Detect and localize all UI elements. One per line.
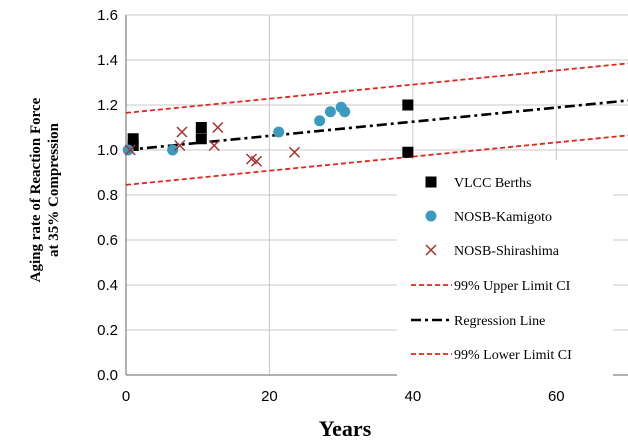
point-vlcc-berths	[127, 140, 139, 151]
x-tick-label: 40	[405, 388, 422, 405]
point-nosb-shirashima	[250, 155, 263, 167]
point-nosb-shirashima	[208, 139, 220, 152]
point-nosb-shirashima	[124, 144, 136, 156]
series-points	[122, 99, 414, 167]
x-marker-stroke	[250, 155, 263, 167]
tick-labels: 0.0 0.2 0.4 0.6 0.8 1.0 1.2 1.4 1.6 0 20 40 60	[97, 7, 564, 405]
point-vlcc-berths	[402, 99, 414, 111]
x-marker-stroke	[425, 244, 437, 256]
point-nosb-shirashima	[174, 139, 186, 152]
y-tick-label: 0.8	[97, 187, 118, 204]
y-tick-label: 0.0	[97, 367, 118, 384]
x-marker-stroke	[212, 121, 224, 134]
legend-key-nosb-shirashima	[425, 244, 437, 256]
y-axis-title-line-1: Aging rate of Reaction Force	[28, 97, 44, 282]
point-nosb-kamigoto	[167, 144, 179, 156]
legend-label-vlcc-berths: VLCC Berths	[454, 176, 531, 191]
point-nosb-kamigoto	[273, 126, 285, 138]
legend-key-nosb-kamigoto	[425, 210, 437, 222]
point-vlcc-berths	[402, 146, 414, 158]
x-marker-stroke	[208, 139, 220, 152]
legend-background	[397, 160, 613, 380]
line-99-lower-limit-ci	[125, 134, 628, 186]
y-tick-label: 1.2	[97, 97, 118, 114]
x-tick-label: 0	[122, 388, 130, 405]
point-vlcc-berths	[127, 133, 139, 145]
legend-key-vlcc-berths	[425, 176, 437, 188]
point-nosb-shirashima	[212, 121, 224, 134]
y-tick-label: 1.4	[97, 52, 118, 69]
x-marker-stroke	[245, 153, 258, 165]
point-vlcc-berths	[195, 122, 207, 133]
point-nosb-kamigoto	[314, 115, 326, 127]
point-vlcc-berths	[195, 133, 207, 145]
x-axis-title: Years	[319, 416, 372, 441]
y-axis-title-line-2: at 35% Compression	[46, 122, 62, 257]
y-tick-label: 0.2	[97, 322, 118, 339]
legend: VLCC Berths NOSB-Kamigoto NOSB-Shirashima 9…	[397, 160, 613, 380]
point-nosb-shirashima	[176, 126, 188, 138]
legend-label-regression-line: Regression Line	[454, 314, 545, 329]
x-tick-label: 60	[548, 388, 565, 405]
legend-label-nosb-kamigoto: NOSB-Kamigoto	[454, 210, 552, 225]
x-marker-stroke	[288, 146, 301, 158]
legend-label-nosb-shirashima: NOSB-Shirashima	[454, 244, 560, 259]
x-marker-stroke	[174, 139, 186, 152]
y-tick-label: 1.6	[97, 7, 118, 24]
point-nosb-kamigoto	[122, 144, 134, 156]
y-tick-label: 0.4	[97, 277, 118, 294]
point-nosb-kamigoto	[339, 106, 351, 118]
point-nosb-shirashima	[288, 146, 301, 158]
line-99-upper-limit-ci	[125, 62, 628, 114]
legend-label-99-upper-limit-ci: 99% Upper Limit CI	[454, 279, 571, 294]
point-nosb-kamigoto	[324, 106, 336, 118]
y-axis-title: Aging rate of Reaction Force at 35% Comp…	[28, 97, 62, 282]
legend-label-99-lower-limit-ci: 99% Lower Limit CI	[454, 348, 572, 363]
x-tick-label: 20	[261, 388, 278, 405]
y-tick-label: 1.0	[97, 142, 118, 159]
x-marker-stroke	[124, 144, 136, 156]
x-marker-stroke	[176, 126, 188, 138]
y-tick-label: 0.6	[97, 232, 118, 249]
